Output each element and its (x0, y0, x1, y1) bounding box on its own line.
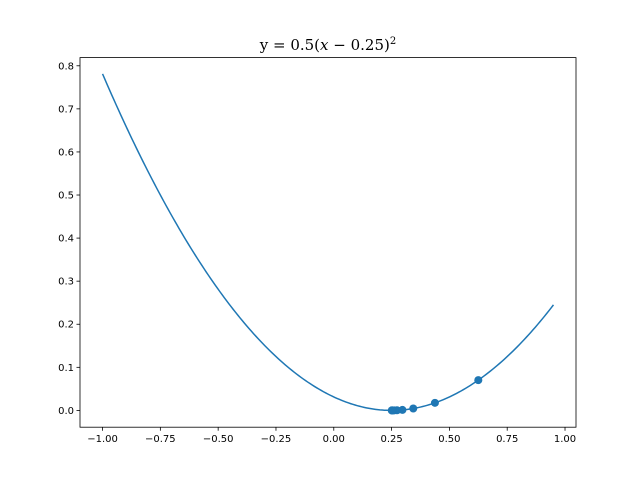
x-tick-label: 0.00 (323, 434, 345, 445)
y-tick-label: 0.7 (58, 104, 74, 115)
y-tick-label: 0.2 (58, 320, 74, 331)
data-point (430, 398, 439, 407)
y-tick-label: 0.0 (58, 406, 74, 417)
x-tick-label: −0.25 (261, 434, 292, 445)
y-tick-label: 0.4 (58, 234, 74, 245)
x-tick-label: 1.00 (554, 434, 576, 445)
y-tick-label: 0.8 (58, 61, 74, 72)
data-point (387, 406, 396, 415)
plot-area (101, 73, 555, 415)
y-tick-label: 0.6 (58, 147, 74, 158)
axis-ticks: −1.00 −0.75 −0.50 −0.25 0.00 0.25 0.50 0.75 1.00… (58, 61, 576, 445)
x-tick-label: −0.50 (203, 434, 234, 445)
chart-title: y = 0.5(x − 0.25)2 (259, 36, 397, 54)
plot-frame (79, 57, 577, 428)
x-tick-label: 0.25 (380, 434, 402, 445)
x-tick-label: 0.75 (496, 434, 518, 445)
x-tick-label: −1.00 (87, 434, 118, 445)
data-point (409, 404, 418, 413)
y-tick-label: 0.3 (58, 277, 74, 288)
x-tick-label: −0.75 (145, 434, 176, 445)
series-line (101, 73, 555, 412)
data-point (474, 376, 483, 385)
y-tick-label: 0.5 (58, 191, 74, 202)
x-tick-label: 0.50 (438, 434, 460, 445)
y-tick-label: 0.1 (58, 363, 74, 374)
